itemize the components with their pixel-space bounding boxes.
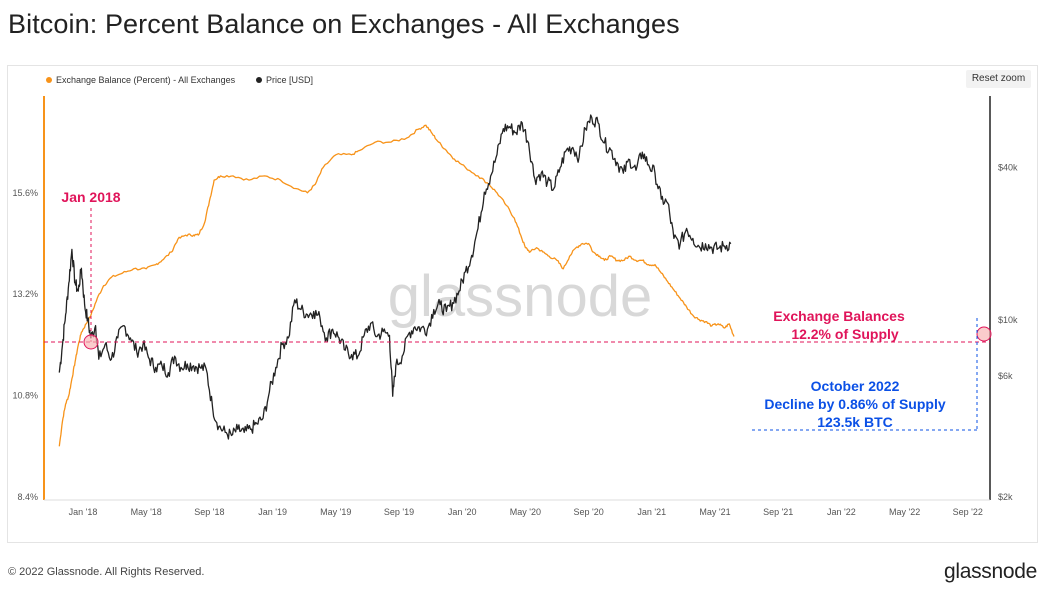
x-tick-label: Jan '20 bbox=[448, 507, 477, 517]
annotation-october-2022: October 2022 bbox=[811, 378, 900, 394]
y-right-tick-label: $2k bbox=[998, 492, 1013, 502]
y-left-tick-label: 10.8% bbox=[12, 391, 38, 401]
annotation-12-2-supply: 12.2% of Supply bbox=[791, 326, 899, 342]
price-series-line bbox=[58, 114, 732, 440]
y-right-tick-label: $6k bbox=[998, 371, 1013, 381]
x-tick-label: May '22 bbox=[889, 507, 920, 517]
x-tick-label: May '18 bbox=[131, 507, 162, 517]
x-tick-label: Sep '19 bbox=[384, 507, 414, 517]
page-title: Bitcoin: Percent Balance on Exchanges - … bbox=[8, 9, 680, 39]
x-tick-label: Sep '22 bbox=[953, 507, 983, 517]
jan2018-highlight-circle bbox=[83, 334, 99, 350]
y-right-tick-label: $10k bbox=[998, 315, 1018, 325]
x-tick-label: Jan '18 bbox=[69, 507, 98, 517]
oct2022-highlight-circle bbox=[976, 326, 992, 342]
x-tick-label: Sep '20 bbox=[573, 507, 603, 517]
annotation-jan2018: Jan 2018 bbox=[61, 189, 120, 205]
legend-marker-price bbox=[256, 77, 262, 83]
legend-item-balance[interactable]: Exchange Balance (Percent) - All Exchang… bbox=[56, 75, 236, 85]
x-tick-label: May '19 bbox=[320, 507, 351, 517]
x-tick-label: Jan '22 bbox=[827, 507, 856, 517]
x-tick-label: May '20 bbox=[510, 507, 541, 517]
x-tick-label: Sep '21 bbox=[763, 507, 793, 517]
legend-item-price[interactable]: Price [USD] bbox=[266, 75, 313, 85]
x-tick-label: Jan '21 bbox=[637, 507, 666, 517]
footer-copyright: © 2022 Glassnode. All Rights Reserved. bbox=[8, 566, 205, 578]
chart-frame bbox=[7, 65, 1038, 543]
x-tick-label: May '21 bbox=[699, 507, 730, 517]
watermark: glassnode bbox=[388, 264, 652, 329]
y-right-tick-label: $40k bbox=[998, 163, 1018, 173]
y-left-tick-label: 8.4% bbox=[17, 492, 38, 502]
reset-zoom-button[interactable]: Reset zoom bbox=[966, 70, 1031, 88]
x-tick-label: Sep '18 bbox=[194, 507, 224, 517]
y-left-tick-label: 15.6% bbox=[12, 188, 38, 198]
balance-series-line bbox=[58, 124, 735, 447]
annotation-btc-amount: 123.5k BTC bbox=[817, 414, 892, 430]
footer-logo: glassnode bbox=[943, 560, 1037, 583]
x-tick-label: Jan '19 bbox=[258, 507, 287, 517]
legend-marker-balance bbox=[46, 77, 52, 83]
annotation-exchange-balances: Exchange Balances bbox=[773, 308, 905, 324]
annotation-decline: Decline by 0.86% of Supply bbox=[764, 396, 945, 412]
y-left-tick-label: 13.2% bbox=[12, 289, 38, 299]
